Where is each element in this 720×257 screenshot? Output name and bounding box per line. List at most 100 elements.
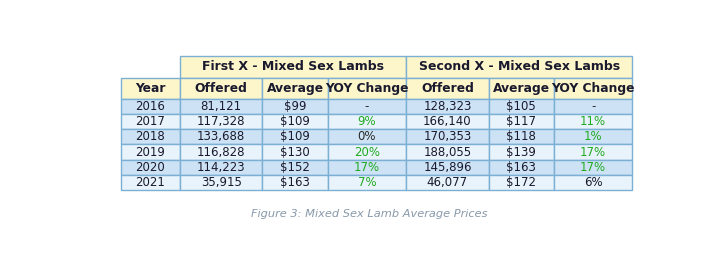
- Text: $152: $152: [280, 161, 310, 174]
- Text: YOY Change: YOY Change: [552, 82, 635, 95]
- Bar: [121, 160, 180, 175]
- Bar: [554, 78, 632, 99]
- Text: 128,323: 128,323: [423, 100, 472, 113]
- Text: 2018: 2018: [135, 130, 165, 143]
- Text: 2017: 2017: [135, 115, 165, 128]
- Text: 2021: 2021: [135, 176, 165, 189]
- Bar: [489, 99, 554, 114]
- Bar: [554, 114, 632, 129]
- Bar: [121, 175, 180, 190]
- Text: 11%: 11%: [580, 115, 606, 128]
- Text: 6%: 6%: [584, 176, 603, 189]
- Text: 9%: 9%: [358, 115, 376, 128]
- Text: 188,055: 188,055: [423, 145, 472, 159]
- Bar: [406, 144, 489, 160]
- Bar: [263, 129, 328, 144]
- Text: 7%: 7%: [358, 176, 376, 189]
- Bar: [406, 114, 489, 129]
- Text: $105: $105: [506, 100, 536, 113]
- Text: 170,353: 170,353: [423, 130, 472, 143]
- Bar: [180, 144, 263, 160]
- Text: 17%: 17%: [354, 161, 380, 174]
- Bar: [121, 144, 180, 160]
- Bar: [406, 78, 489, 99]
- Bar: [263, 78, 328, 99]
- Bar: [489, 78, 554, 99]
- Text: Offered: Offered: [421, 82, 474, 95]
- Text: $130: $130: [280, 145, 310, 159]
- Bar: [180, 160, 263, 175]
- Text: 81,121: 81,121: [201, 100, 242, 113]
- Bar: [328, 114, 406, 129]
- Bar: [328, 160, 406, 175]
- Text: $99: $99: [284, 100, 306, 113]
- Text: -: -: [365, 100, 369, 113]
- Bar: [263, 144, 328, 160]
- Bar: [406, 99, 489, 114]
- Bar: [121, 56, 180, 78]
- Bar: [263, 175, 328, 190]
- Bar: [406, 160, 489, 175]
- Bar: [121, 114, 180, 129]
- Text: 0%: 0%: [358, 130, 376, 143]
- Text: $109: $109: [280, 115, 310, 128]
- Bar: [263, 160, 328, 175]
- Text: Offered: Offered: [194, 82, 248, 95]
- Bar: [554, 129, 632, 144]
- Bar: [180, 175, 263, 190]
- Bar: [554, 160, 632, 175]
- Text: 35,915: 35,915: [201, 176, 242, 189]
- Bar: [328, 144, 406, 160]
- Text: 2016: 2016: [135, 100, 165, 113]
- Bar: [328, 78, 406, 99]
- Text: Average: Average: [266, 82, 323, 95]
- Bar: [554, 99, 632, 114]
- Text: $109: $109: [280, 130, 310, 143]
- Bar: [263, 114, 328, 129]
- Text: 117,328: 117,328: [197, 115, 246, 128]
- Text: $172: $172: [506, 176, 536, 189]
- Text: $117: $117: [506, 115, 536, 128]
- Bar: [328, 99, 406, 114]
- Text: -: -: [591, 100, 595, 113]
- Bar: [121, 78, 180, 99]
- Bar: [328, 175, 406, 190]
- Text: 133,688: 133,688: [197, 130, 246, 143]
- Text: $163: $163: [506, 161, 536, 174]
- Bar: [406, 56, 632, 78]
- Bar: [489, 114, 554, 129]
- Bar: [180, 99, 263, 114]
- Text: YOY Change: YOY Change: [325, 82, 409, 95]
- Text: Year: Year: [135, 82, 166, 95]
- Bar: [180, 78, 263, 99]
- Text: Average: Average: [492, 82, 550, 95]
- Bar: [180, 56, 406, 78]
- Text: 2019: 2019: [135, 145, 165, 159]
- Bar: [554, 144, 632, 160]
- Text: Figure 3: Mixed Sex Lamb Average Prices: Figure 3: Mixed Sex Lamb Average Prices: [251, 209, 487, 219]
- Bar: [489, 160, 554, 175]
- Bar: [180, 114, 263, 129]
- Bar: [328, 129, 406, 144]
- Bar: [121, 99, 180, 114]
- Bar: [489, 175, 554, 190]
- Text: 17%: 17%: [580, 161, 606, 174]
- Text: 1%: 1%: [584, 130, 603, 143]
- Bar: [489, 144, 554, 160]
- Text: 145,896: 145,896: [423, 161, 472, 174]
- Text: Second X - Mixed Sex Lambs: Second X - Mixed Sex Lambs: [418, 60, 620, 73]
- Text: 116,828: 116,828: [197, 145, 246, 159]
- Text: 114,223: 114,223: [197, 161, 246, 174]
- Bar: [406, 175, 489, 190]
- Text: 20%: 20%: [354, 145, 380, 159]
- Bar: [180, 129, 263, 144]
- Text: 2020: 2020: [135, 161, 165, 174]
- Bar: [554, 175, 632, 190]
- Text: 17%: 17%: [580, 145, 606, 159]
- Text: $139: $139: [506, 145, 536, 159]
- Bar: [263, 99, 328, 114]
- Text: $163: $163: [280, 176, 310, 189]
- Bar: [489, 129, 554, 144]
- Text: $118: $118: [506, 130, 536, 143]
- Text: First X - Mixed Sex Lambs: First X - Mixed Sex Lambs: [202, 60, 384, 73]
